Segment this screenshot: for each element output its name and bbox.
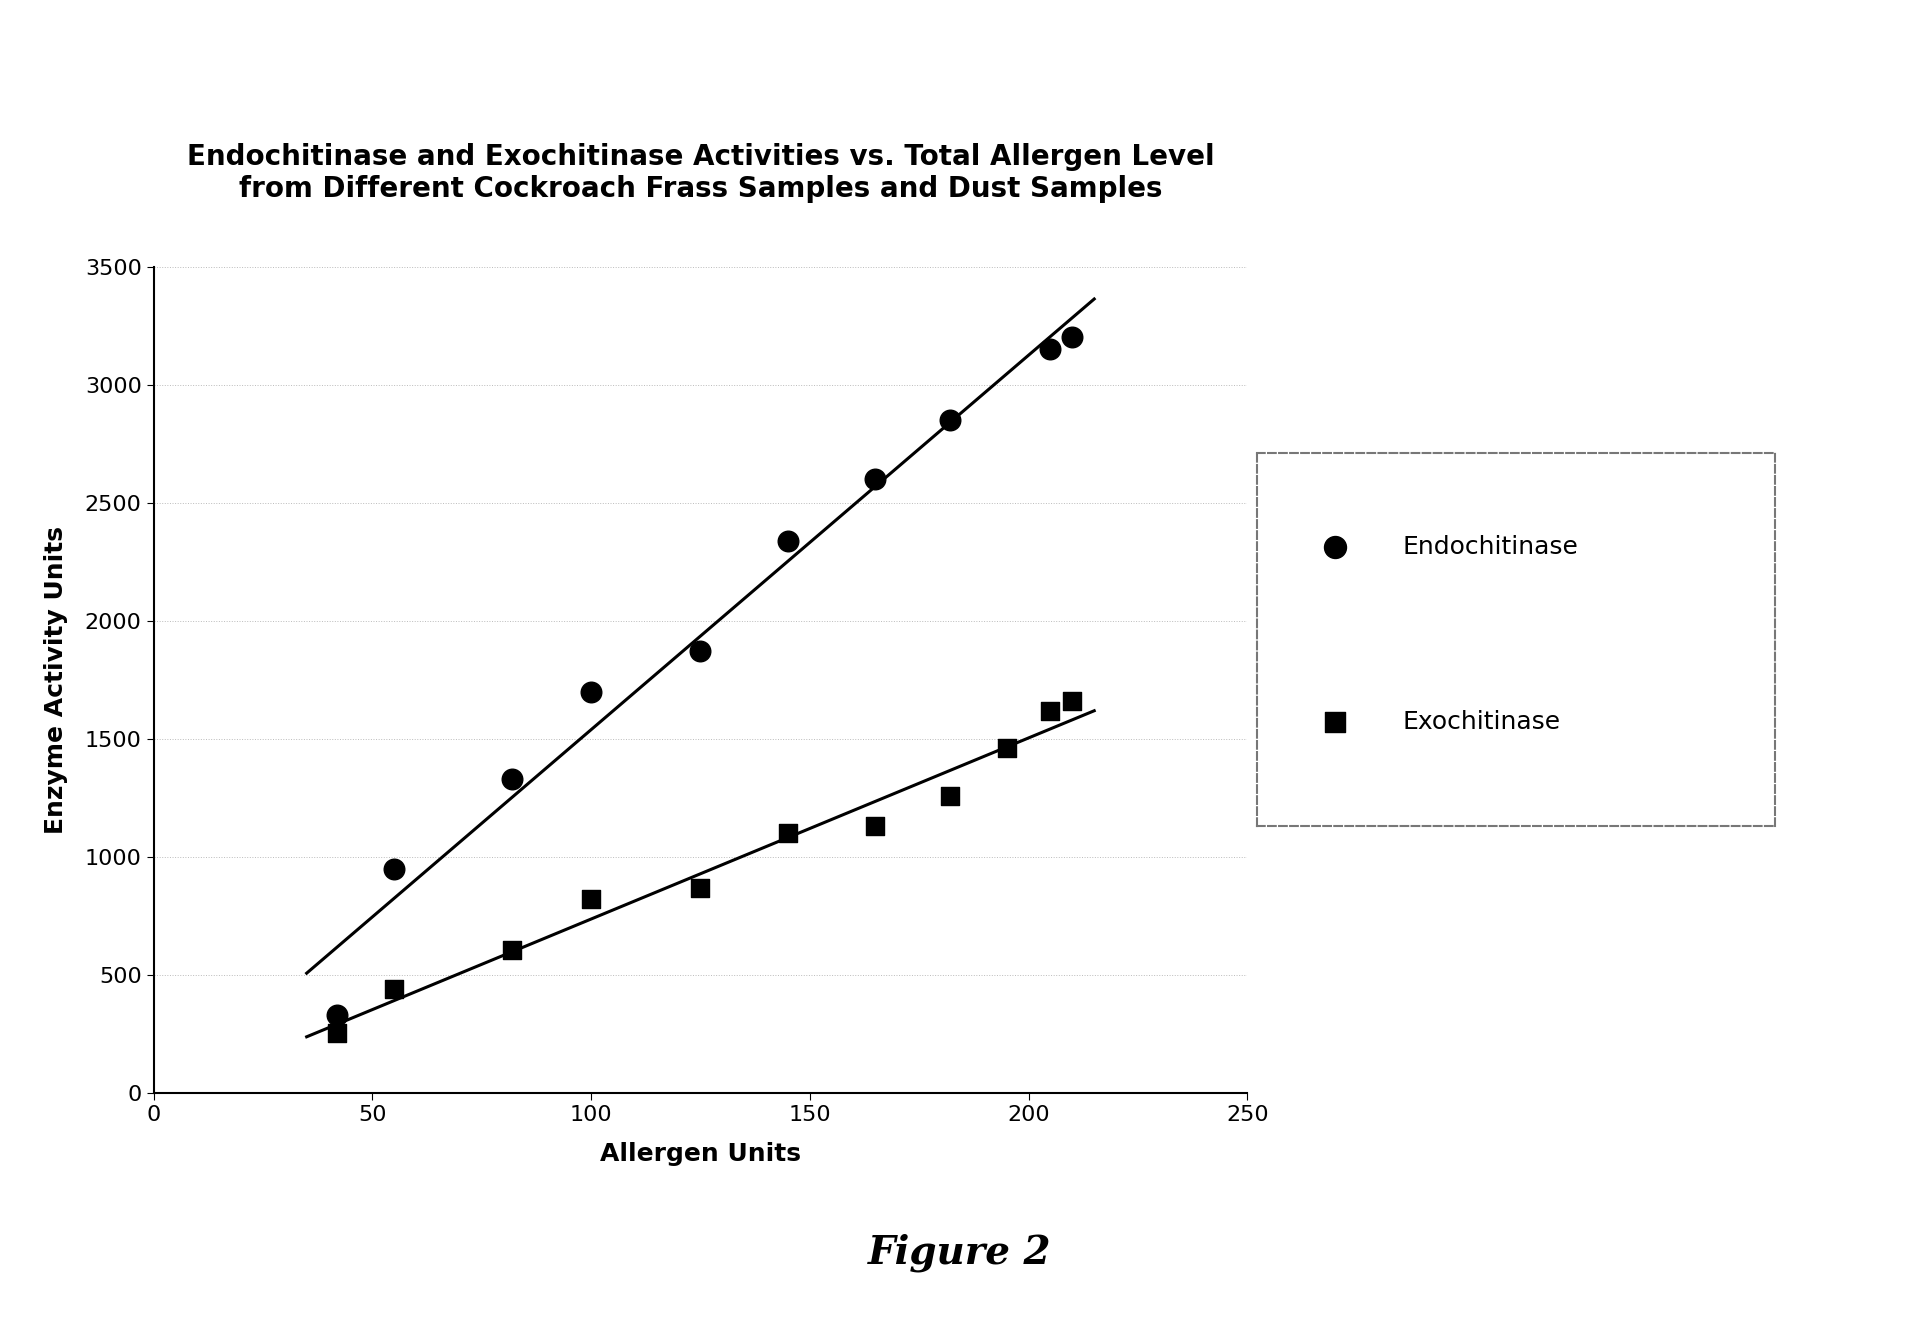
Y-axis label: Enzyme Activity Units: Enzyme Activity Units [44,525,69,834]
Text: Endochitinase and Exochitinase Activities vs. Total Allergen Level
from Differen: Endochitinase and Exochitinase Activitie… [186,143,1215,204]
Point [322,1005,353,1026]
Text: Exochitinase: Exochitinase [1403,710,1560,734]
Point [1057,327,1088,348]
Text: Figure 2: Figure 2 [867,1234,1052,1272]
Point [378,978,409,1000]
Point [576,889,606,910]
Point [773,822,804,844]
Point [685,877,716,898]
Point [935,785,965,806]
Point [685,641,716,663]
Point [1034,700,1065,721]
Point [1034,339,1065,360]
Point [860,816,890,837]
Text: Endochitinase: Endochitinase [1403,535,1577,559]
Point [773,529,804,551]
Point [860,468,890,489]
Point [1057,690,1088,712]
X-axis label: Allergen Units: Allergen Units [601,1141,800,1165]
Point [322,1022,353,1044]
Point [497,768,528,789]
Point [378,858,409,880]
Point [497,940,528,961]
Point [992,737,1023,758]
Point [576,681,606,702]
Point [935,409,965,431]
